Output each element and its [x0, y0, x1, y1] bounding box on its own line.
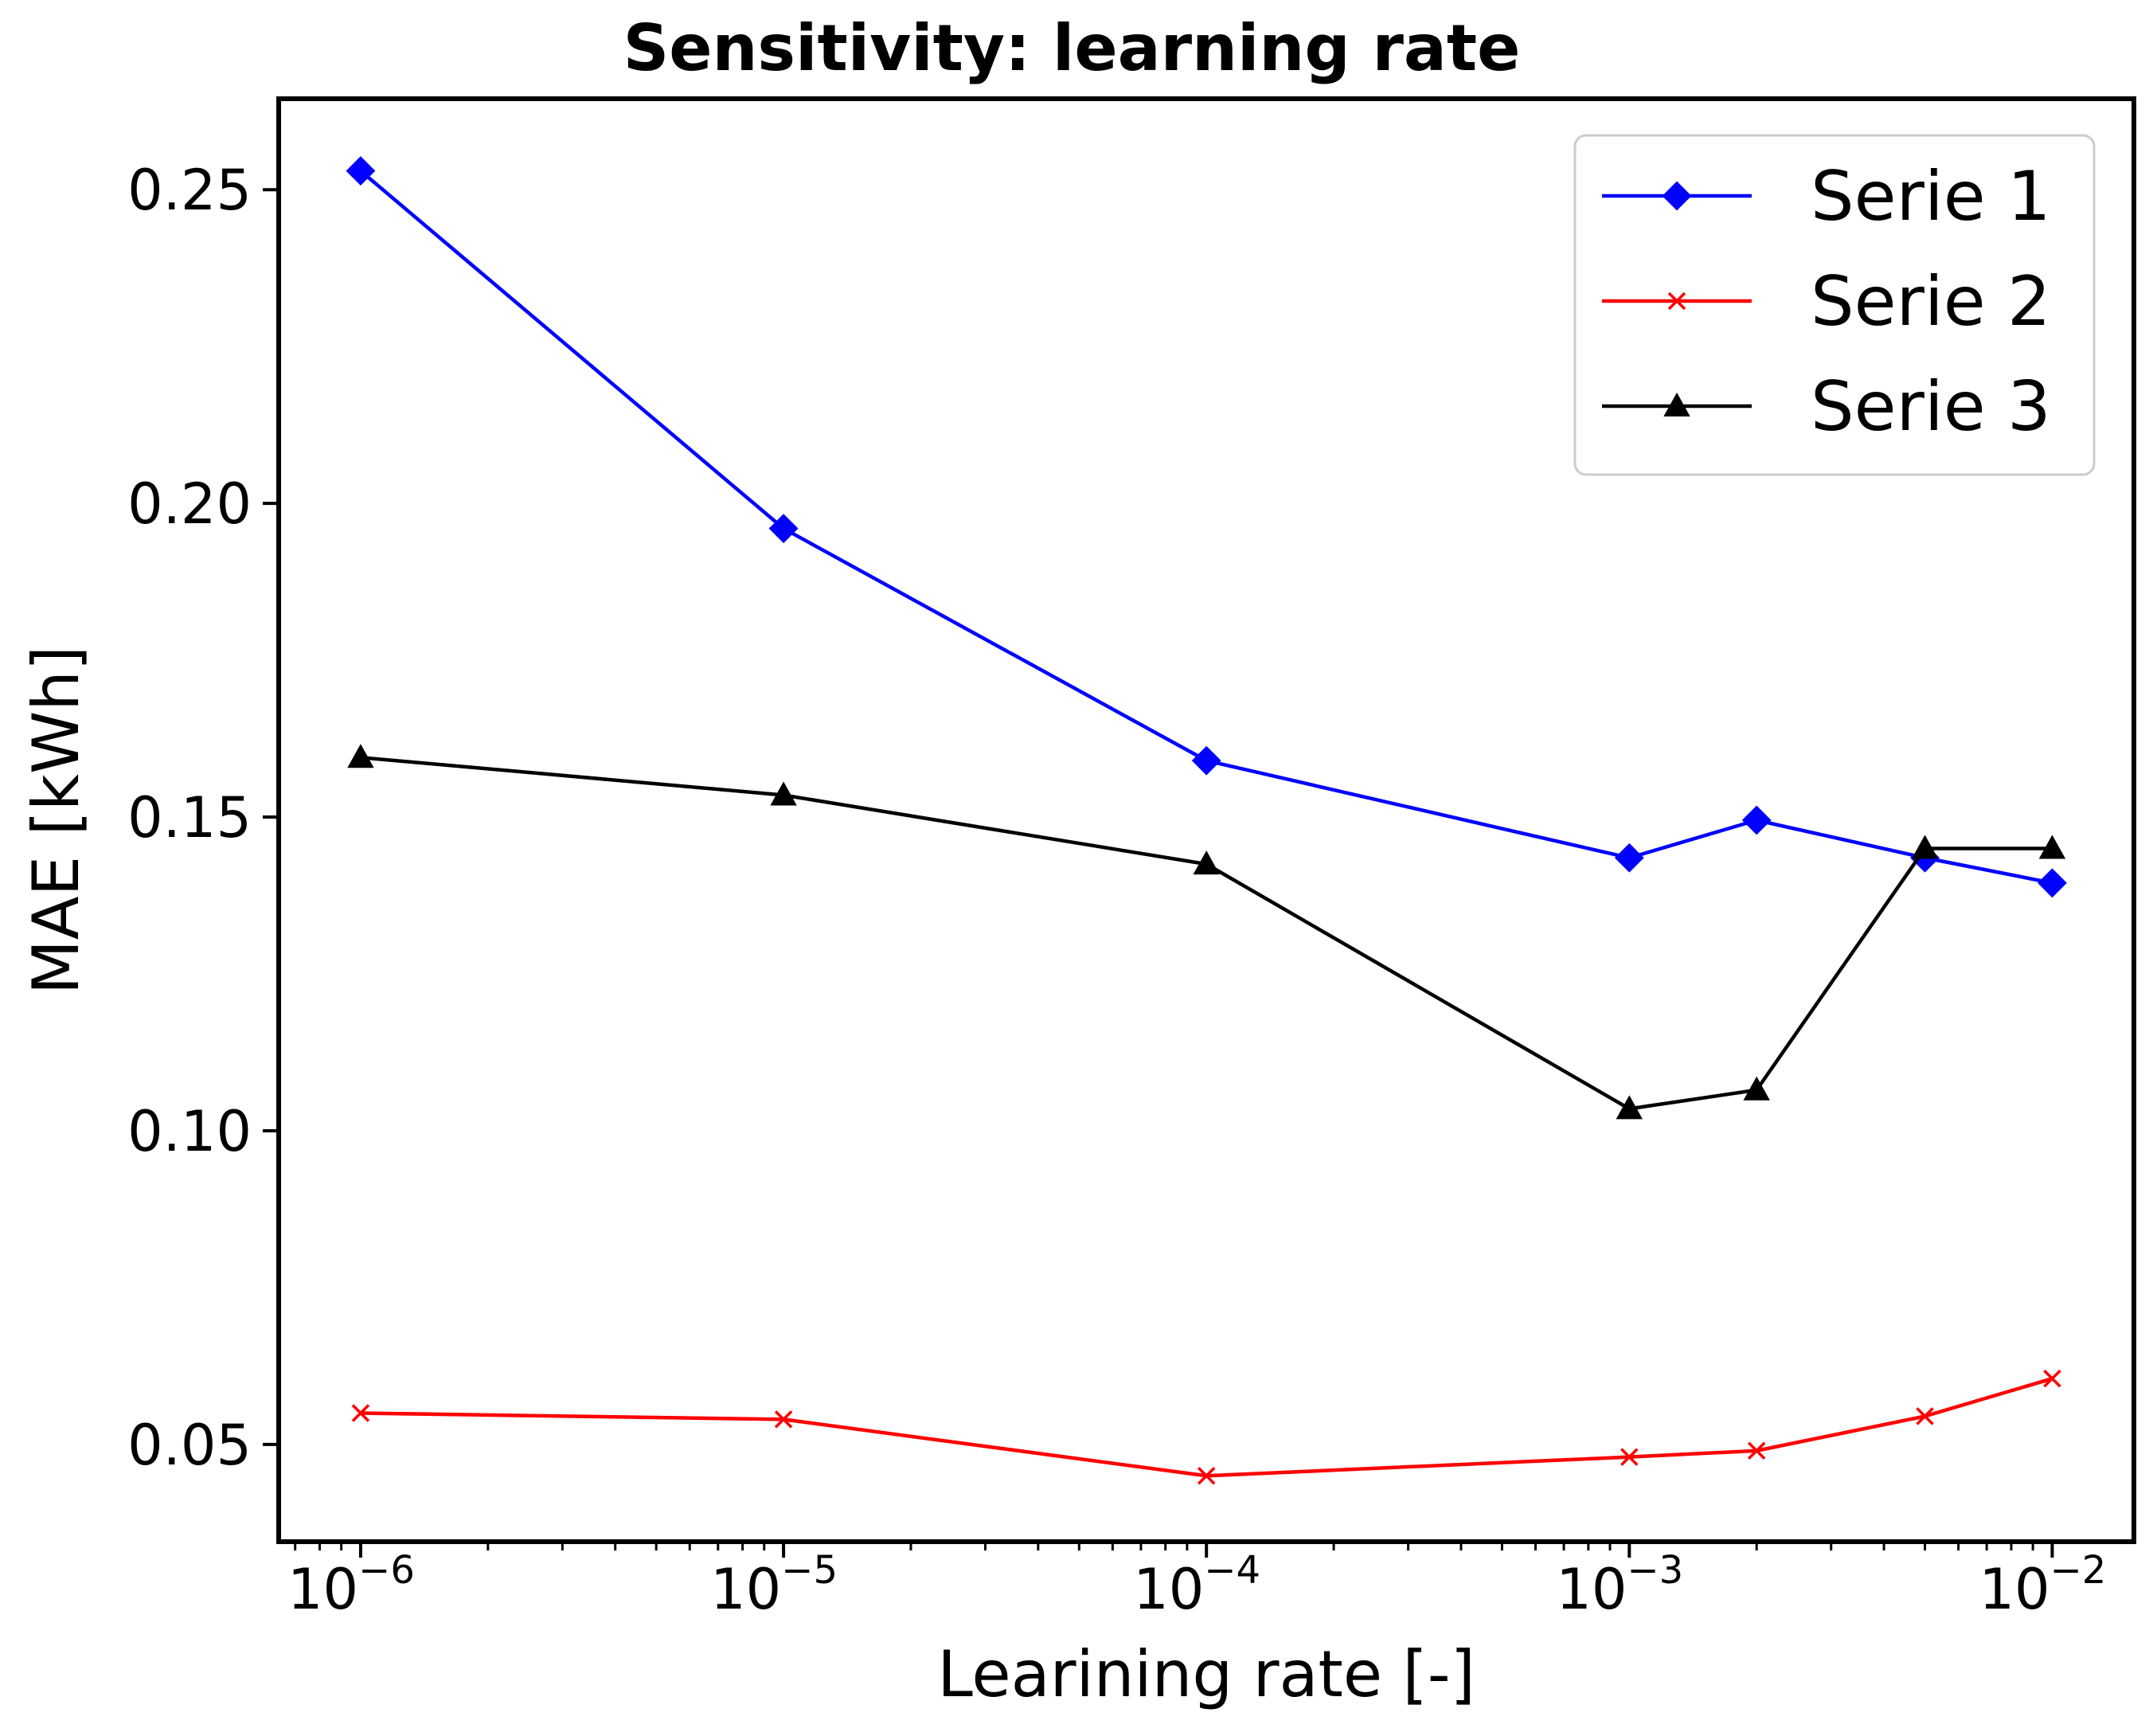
legend-entry-1: Serie 1: [1602, 157, 2051, 237]
series-2-point: [2043, 1369, 2061, 1388]
legend-marker: [1667, 291, 1686, 311]
legend-label: Serie 1: [1811, 157, 2051, 237]
series-3-point: [1911, 835, 1939, 859]
y-tick-label: 0.25: [127, 158, 252, 223]
series-1-point: [2038, 868, 2067, 898]
x-tick-label: 10−6: [287, 1548, 415, 1622]
series-3-point: [770, 781, 797, 806]
series-2-point: [1197, 1467, 1216, 1485]
series-2-point: [1916, 1407, 1934, 1425]
series-2: [351, 1369, 2061, 1485]
x-axis-label: Learining rate [-]: [937, 1637, 1475, 1711]
series-3: [347, 744, 2066, 1120]
legend-entry-2: Serie 2: [1602, 262, 2051, 342]
series-1-point: [1191, 745, 1221, 776]
series-2-point: [351, 1404, 370, 1422]
series-2-point: [1620, 1448, 1639, 1466]
y-tick-label: 0.05: [127, 1413, 252, 1478]
y-axis-label: MAE [kWh]: [19, 646, 93, 995]
legend-label: Serie 2: [1811, 262, 2051, 342]
y-tick-label: 0.15: [127, 785, 252, 850]
legend-label: Serie 3: [1811, 367, 2051, 447]
major-ticks: [263, 188, 2054, 1558]
x-tick-label: 10−3: [1556, 1548, 1683, 1622]
series-2-point: [774, 1410, 793, 1429]
series-3-point: [2038, 835, 2066, 859]
x-tick-label: 10−2: [1979, 1548, 2107, 1622]
series-3-point: [1743, 1076, 1770, 1101]
series-layer: [346, 156, 2067, 1485]
y-tick-label: 0.10: [127, 1099, 252, 1164]
plot-area-frame: [276, 96, 2136, 1544]
series-1-point: [1741, 805, 1772, 835]
series-3-point: [347, 744, 374, 768]
series-1-point: [346, 156, 376, 186]
series-1-point: [1614, 843, 1644, 873]
series-3-point: [1193, 850, 1220, 875]
series-2-point: [1747, 1441, 1766, 1460]
chart-title: Sensitivity: learning rate: [623, 11, 1521, 85]
legend-box: [1573, 134, 2096, 476]
y-tick-label: 0.20: [127, 471, 252, 537]
x-tick-label: 10−4: [1133, 1548, 1260, 1622]
legend-marker: [1662, 181, 1692, 211]
legend-entry-3: Serie 3: [1602, 367, 2051, 447]
x-tick-labels: 10−6 10−5 10−4 10−3 10−2: [287, 1548, 2106, 1622]
y-tick-labels: 0.05 0.10 0.15 0.20 0.25: [127, 158, 252, 1478]
series-3-line: [360, 755, 2053, 1111]
legend-marker: [1663, 392, 1690, 416]
series-1-point: [768, 514, 799, 544]
x-tick-label: 10−5: [710, 1548, 838, 1622]
series-2-line: [360, 1377, 2053, 1478]
series-3-point: [1616, 1095, 1643, 1120]
legend: Serie 1 Serie 2 Serie 3: [1573, 134, 2096, 476]
